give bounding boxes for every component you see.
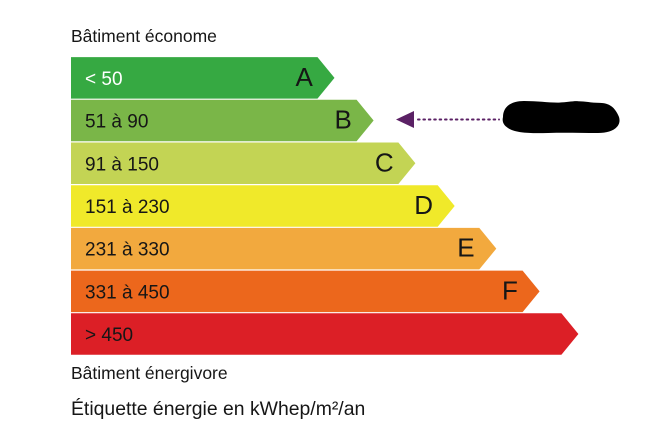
svg-text:51 à 90: 51 à 90 bbox=[85, 112, 148, 133]
svg-text:< 50: < 50 bbox=[85, 69, 123, 90]
svg-text:D: D bbox=[414, 190, 433, 220]
svg-text:331 à 450: 331 à 450 bbox=[85, 282, 170, 303]
svg-text:231 à 330: 231 à 330 bbox=[85, 240, 170, 261]
svg-text:151 à 230: 151 à 230 bbox=[85, 197, 170, 218]
svg-text:C: C bbox=[375, 147, 394, 177]
svg-text:> 450: > 450 bbox=[85, 325, 133, 346]
svg-text:E: E bbox=[457, 233, 474, 263]
svg-text:91 à 150: 91 à 150 bbox=[85, 154, 159, 175]
svg-text:F: F bbox=[502, 275, 518, 305]
svg-text:A: A bbox=[295, 62, 313, 92]
svg-text:B: B bbox=[335, 105, 352, 135]
